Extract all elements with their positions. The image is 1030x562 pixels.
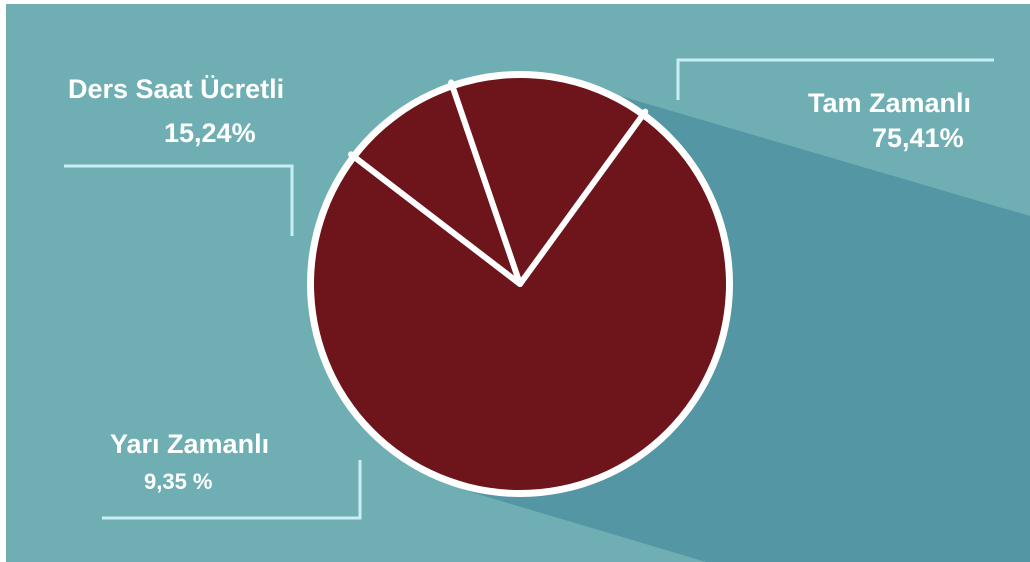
slice-label-ders-saat-ucretli: Ders Saat Ücretli xyxy=(68,74,285,104)
slice-tam-zamanli xyxy=(314,117,727,491)
leader-line-yari-zamanli xyxy=(102,460,362,520)
slice-label-yari-zamanli: Yarı Zamanlı xyxy=(110,429,270,459)
slice-ders-saat-ucretli xyxy=(453,77,642,284)
slice-value-yari-zamanli: 9,35 % xyxy=(144,469,213,494)
pie-chart xyxy=(64,58,1030,562)
chart-panel: Ders Saat Ücretli 15,24% Tam Zamanlı 75,… xyxy=(6,4,1030,562)
slice-value-ders-saat-ucretli: 15,24% xyxy=(164,118,256,148)
leader-line-tam-zamanli xyxy=(676,58,994,100)
slice-yari-zamanli xyxy=(356,89,520,284)
slice-separator-2 xyxy=(347,151,523,287)
slice-separator-3 xyxy=(448,79,523,287)
leader-lines xyxy=(64,58,994,520)
slice-separators xyxy=(347,79,649,287)
slice-value-tam-zamanli: 75,41% xyxy=(872,123,964,153)
leader-line-ders-saat-ucretli xyxy=(64,164,294,236)
slice-label-tam-zamanli: Tam Zamanlı xyxy=(808,88,972,118)
pie-slices xyxy=(314,77,727,491)
slice-separator-1 xyxy=(517,108,649,287)
